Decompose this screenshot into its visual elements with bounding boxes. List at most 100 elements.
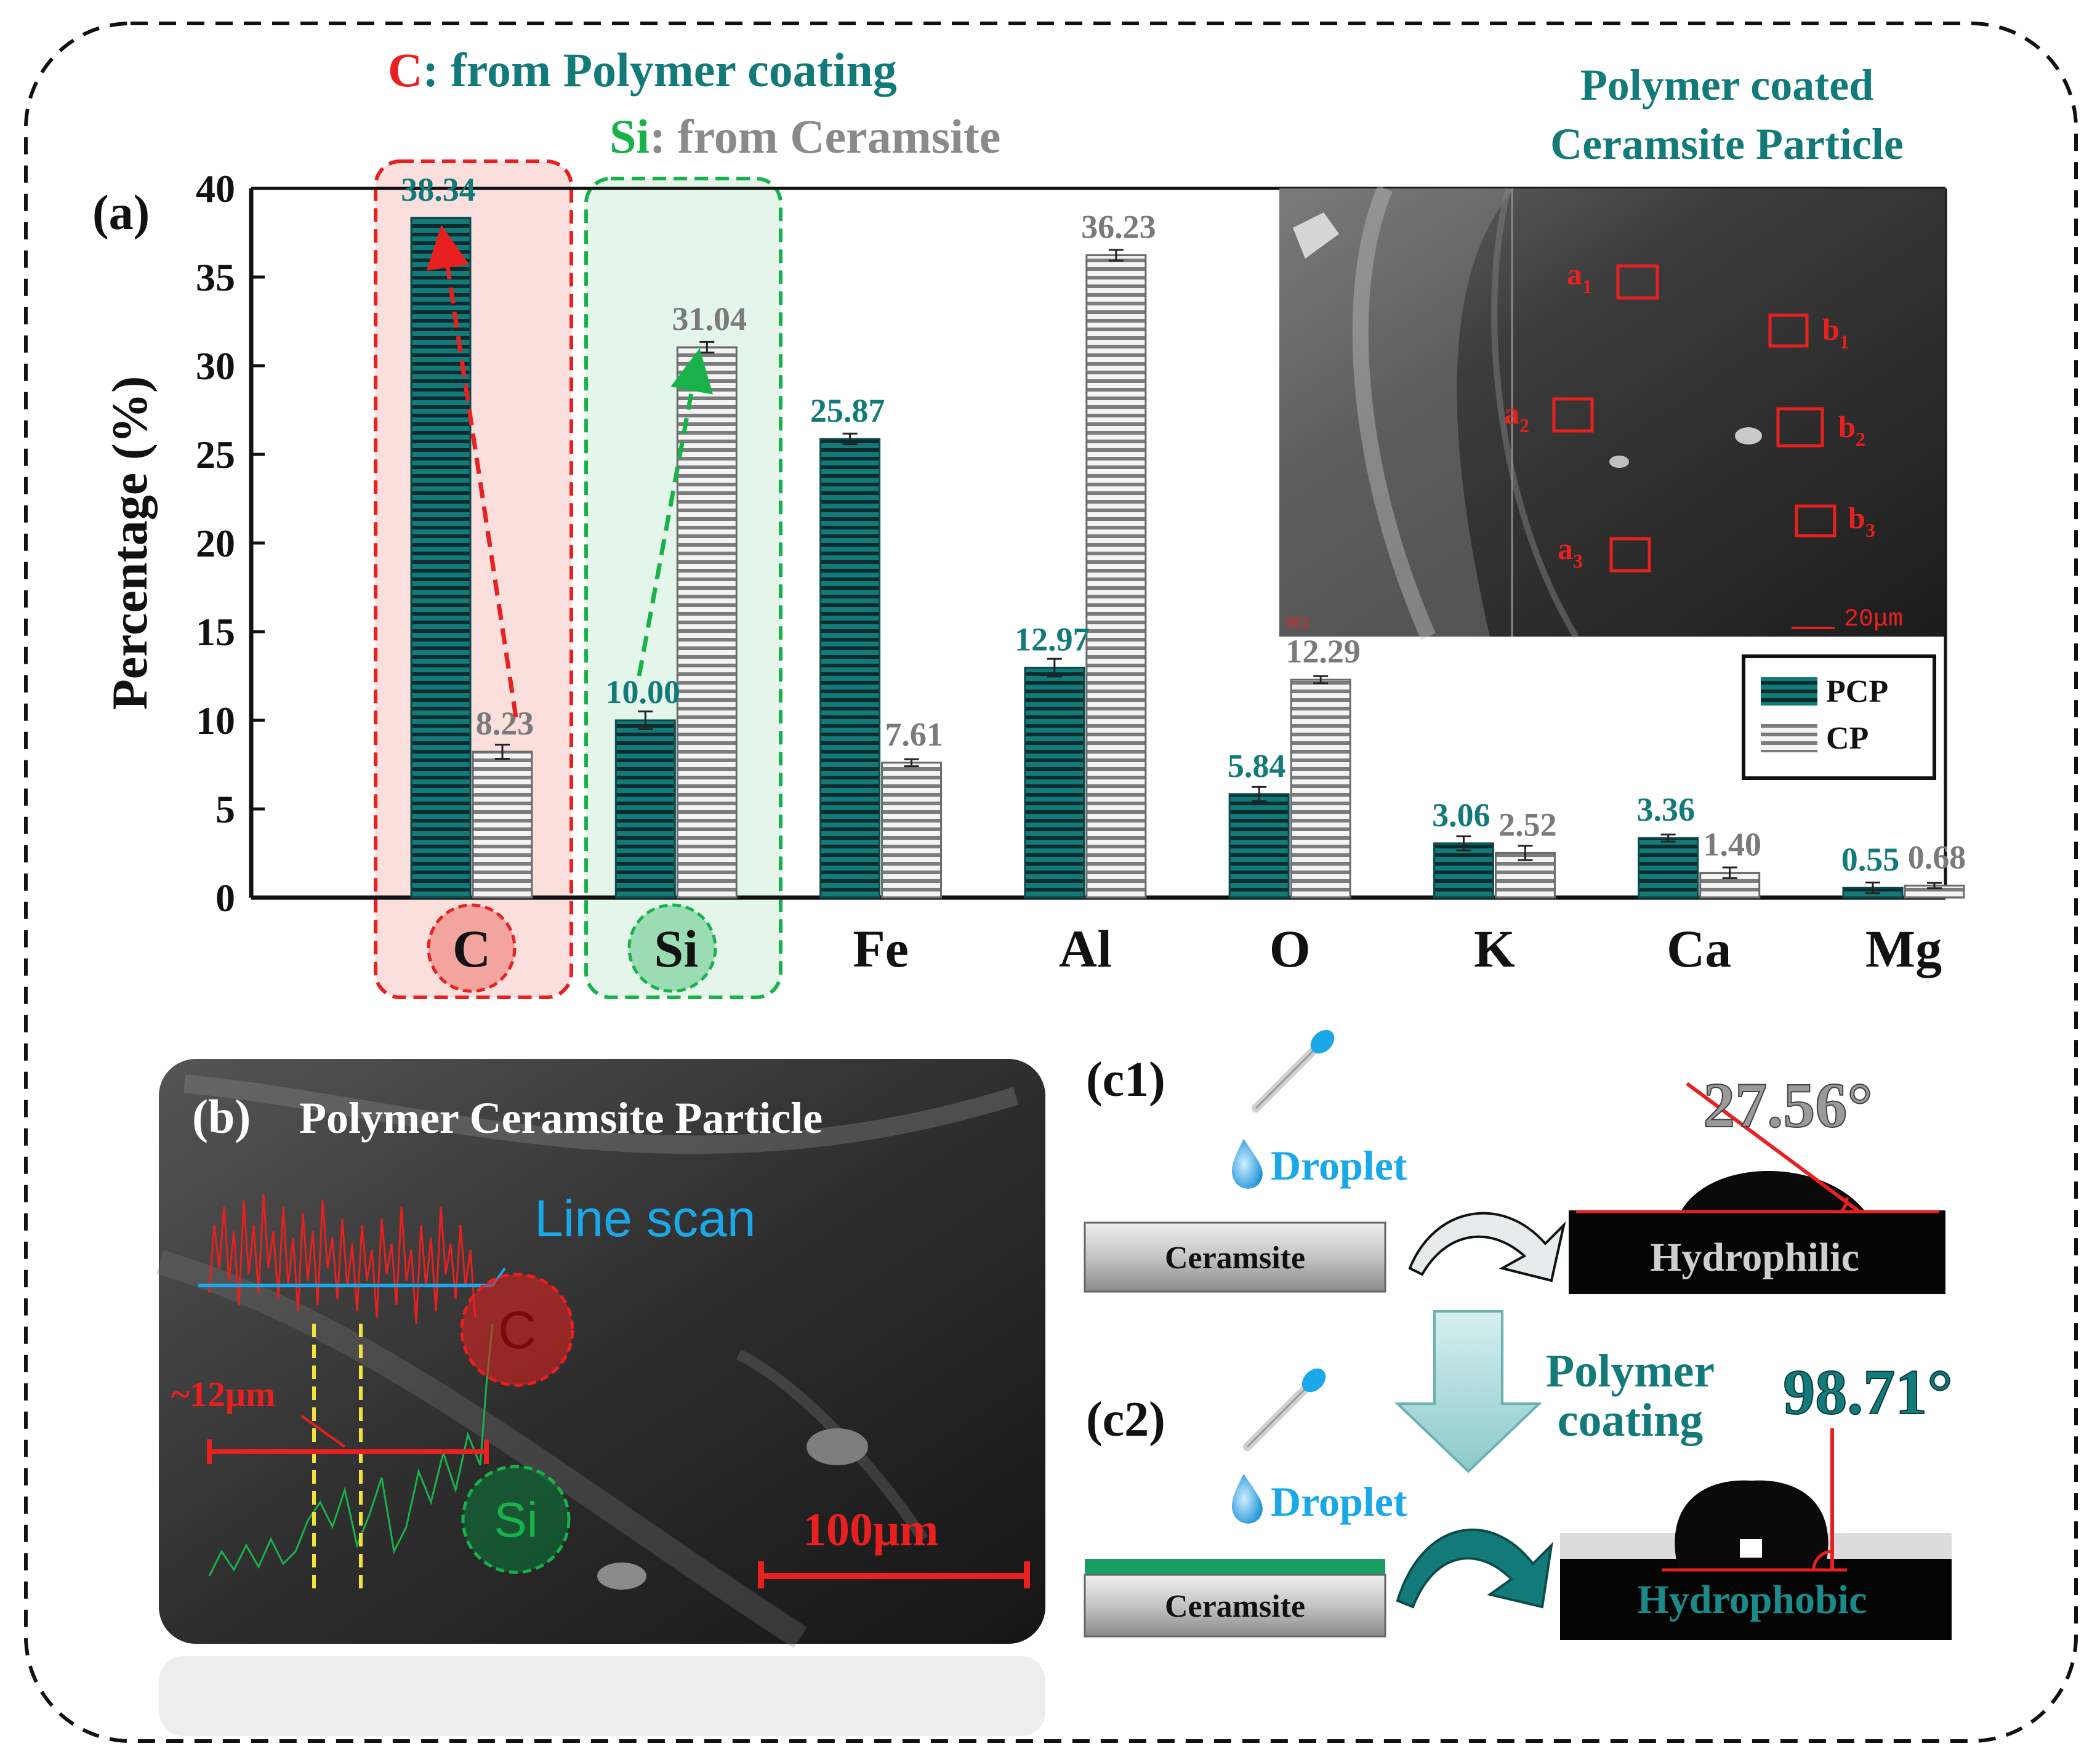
c1-pipette-icon (1252, 1029, 1335, 1112)
c2-droplet-label: Droplet (1271, 1478, 1407, 1525)
si-line-scan-trace (208, 1323, 494, 1577)
legend-pcp: PCP (1826, 674, 1888, 709)
value-label-cp-Fe: 7.61 (885, 716, 943, 753)
panel-c: (c1) (c2) Droplet Ceramsite Hydrophilic … (1084, 1029, 1953, 1640)
x-tick-label-K: K (1474, 919, 1515, 978)
x-tick-label-C: C (453, 919, 491, 978)
c-highlight-circle (427, 903, 517, 993)
bar-cp-Fe (881, 762, 943, 899)
c2-coating-layer (1085, 1559, 1385, 1575)
value-label-pcp-Al: 12.97 (1015, 621, 1090, 658)
sem-point-a3: a3 (1558, 531, 1583, 572)
c1-hydrophilic-label: Hydrophilic (1650, 1235, 1859, 1280)
sem-scale-label: 20μm (1844, 606, 1903, 634)
panel-b-c-circle (460, 1273, 574, 1387)
c2-contact-angle: 98.71° (1783, 1357, 1953, 1428)
si-annotation-symbol: Si (609, 110, 650, 163)
panel-label-c2: (c2) (1086, 1393, 1165, 1447)
value-label-pcp-Mg: 0.55 (1841, 841, 1900, 878)
bar-cp-O (1290, 678, 1351, 899)
c1-droplet-icon (1231, 1139, 1263, 1189)
value-label-pcp-Ca: 3.36 (1636, 791, 1695, 828)
bar-pcp-Si (614, 719, 676, 899)
bar-pcp-Fe (819, 438, 881, 899)
x-tick-label-O: O (1269, 919, 1311, 978)
sem-corner-label: SE1 (1285, 616, 1310, 631)
y-tick-label: 0 (215, 876, 235, 920)
panel-b-sem-image (159, 1059, 1045, 1644)
y-axis-label: Percentage (%) (102, 376, 158, 710)
bar-cp-Al (1085, 254, 1147, 899)
c-trend-arrow (426, 225, 518, 718)
panel-b-title: Polymer Ceramsite Particle (299, 1093, 823, 1143)
y-tick-label: 5 (215, 787, 235, 831)
sem-point-b3: b3 (1848, 501, 1875, 541)
c-line-scan-trace (208, 1194, 477, 1324)
si-annotation: Si: from Ceramsite (609, 110, 1000, 163)
value-label-cp-C: 8.23 (476, 705, 534, 742)
line-scan-label: Line scan (534, 1189, 756, 1247)
value-label-cp-Si: 31.04 (672, 300, 747, 337)
c2-transition-arrow (1396, 1528, 1553, 1609)
value-label-cp-K: 2.52 (1499, 806, 1557, 843)
panel-b-si-label: Si (494, 1492, 537, 1547)
bar-pcp-K (1433, 842, 1494, 899)
outer-dashed-border (24, 22, 2078, 1743)
sem-point-b1: b1 (1822, 312, 1849, 353)
si-highlight-circle (627, 903, 717, 993)
bar-pcp-C (410, 217, 472, 899)
sem-point-a2: a2 (1504, 396, 1529, 436)
x-tick-label-Si: Si (654, 919, 698, 978)
si-annotation-text: : from Ceramsite (650, 110, 1000, 163)
si-trend-arrow (637, 348, 714, 677)
c1-substrate-label: Ceramsite (1165, 1241, 1305, 1276)
panel-label-c1: (c1) (1086, 1053, 1165, 1107)
bar-cp-Si (676, 346, 738, 899)
bar-pcp-Ca (1638, 837, 1699, 899)
c1-contact-angle-image (1569, 1210, 1945, 1294)
chart-legend: PCP CP (1742, 654, 1936, 780)
value-label-cp-O: 12.29 (1285, 633, 1361, 670)
process-down-arrow (1394, 1310, 1542, 1473)
c2-droplet-icon (1231, 1474, 1263, 1524)
panel-b-c-label: C (498, 1301, 536, 1360)
inset-title-line1: Polymer coated (1580, 60, 1874, 110)
coating-width-label: ~12μm (171, 1374, 275, 1414)
c2-pipette-icon (1243, 1368, 1326, 1451)
y-tick-label: 20 (196, 521, 235, 565)
c2-substrate-label: Ceramsite (1165, 1589, 1305, 1624)
x-tick-label-Mg: Mg (1865, 919, 1942, 978)
panel-label-a: (a) (92, 186, 150, 240)
plot-area: 0 5 10 15 20 25 30 35 40 Percentage (%) 38.34 8.23 C… (102, 167, 1966, 978)
panel-b-scale-label: 100μm (803, 1504, 938, 1556)
sem-point-a1: a1 (1567, 257, 1592, 297)
chart-panel-a: (a) 0 5 10 15 20 25 30 35 40 Percentage (%) 38.34 8… (92, 159, 1966, 999)
process-label-line2: coating (1558, 1394, 1703, 1446)
c1-contact-angle: 27.56° (1703, 1070, 1873, 1141)
x-tick-label-Al: Al (1059, 919, 1112, 978)
c1-transition-arrow (1408, 1212, 1566, 1282)
legend-cp: CP (1826, 721, 1869, 756)
y-tick-label: 30 (196, 344, 235, 388)
value-label-pcp-Si: 10.00 (606, 674, 681, 710)
process-label-line1: Polymer (1546, 1345, 1715, 1397)
c-annotation-symbol: C (388, 43, 422, 97)
sem-point-b2: b2 (1838, 409, 1865, 450)
panel-b-reflection (159, 1656, 1045, 1736)
bar-pcp-Al (1024, 666, 1085, 899)
value-label-pcp-K: 3.06 (1432, 797, 1491, 834)
panel-label-b: (b) (192, 1090, 251, 1143)
c-annotation: C: from Polymer coating (388, 43, 897, 97)
c2-hydrophobic-label: Hydrophobic (1638, 1577, 1867, 1622)
y-tick-label: 35 (196, 255, 235, 299)
value-label-cp-Al: 36.23 (1081, 209, 1156, 246)
panel-b: (b) Polymer Ceramsite Particle Line scan… (156, 1059, 1045, 1736)
value-label-pcp-Fe: 25.87 (810, 392, 885, 429)
x-tick-label-Ca: Ca (1667, 919, 1731, 978)
y-tick-label: 25 (196, 433, 235, 477)
c1-droplet-label: Droplet (1271, 1142, 1407, 1189)
value-label-pcp-C: 38.34 (401, 171, 476, 208)
sem-inset-image: a1 a2 a3 b1 b2 b3 SE1 20μm (1279, 185, 1945, 640)
bar-pcp-O (1228, 793, 1290, 899)
